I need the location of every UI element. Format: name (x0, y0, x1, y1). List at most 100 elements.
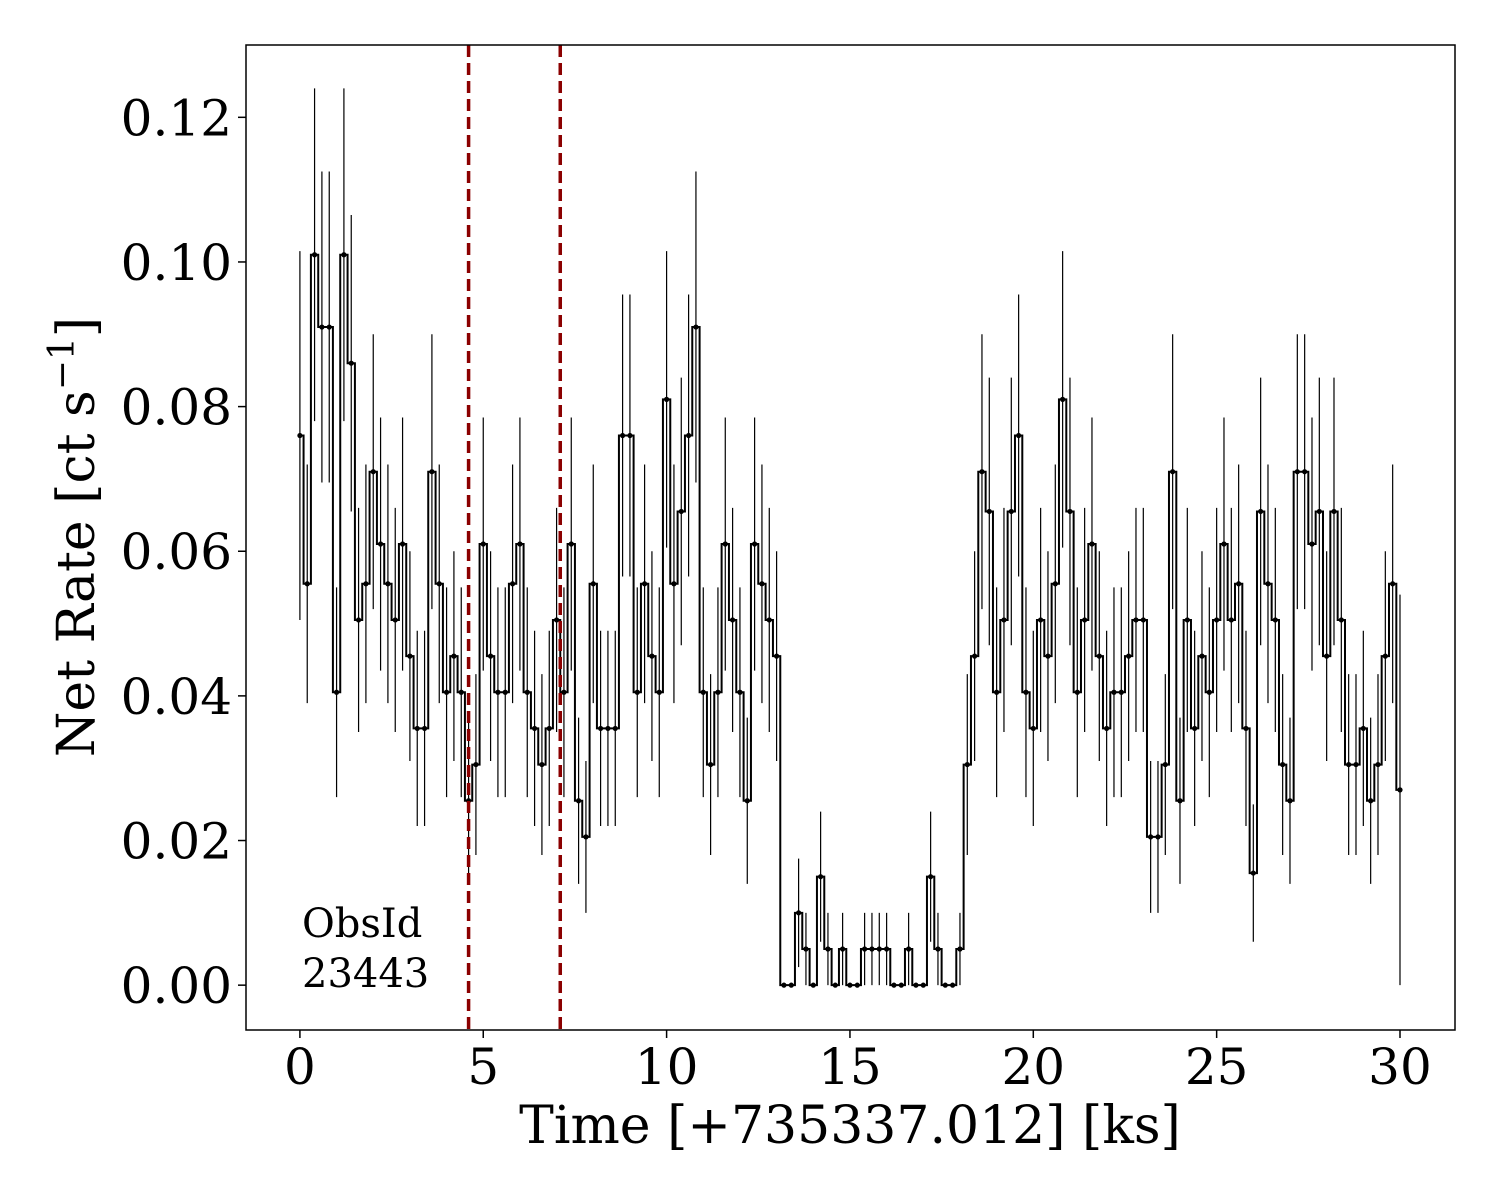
data-point (319, 324, 325, 330)
data-point (597, 725, 604, 732)
data-point (664, 396, 670, 402)
data-point (421, 725, 428, 732)
data-point (1258, 508, 1264, 515)
data-point (781, 982, 787, 988)
data-point (1265, 581, 1271, 587)
y-tick-label: 0.08 (121, 379, 232, 437)
data-point (686, 432, 692, 439)
x-tick-label: 25 (1185, 1038, 1249, 1096)
data-point (627, 432, 633, 439)
data-point (832, 982, 838, 988)
y-tick-label: 0.04 (121, 668, 232, 726)
data-point (634, 689, 640, 695)
data-point (759, 581, 765, 587)
data-point (458, 689, 464, 695)
obsid-annotation-line1: ObsId (302, 901, 422, 947)
data-point (700, 689, 706, 695)
data-point (1243, 725, 1249, 732)
data-point (1089, 541, 1095, 547)
data-point (744, 798, 750, 804)
data-point (1067, 508, 1073, 515)
data-point (935, 946, 941, 952)
data-point (363, 581, 369, 587)
data-point (377, 541, 384, 547)
data-point (348, 360, 354, 366)
data-point (788, 982, 794, 988)
data-point (443, 689, 450, 695)
data-point (407, 653, 413, 659)
data-point (649, 653, 655, 659)
data-point (803, 946, 809, 952)
data-point (304, 581, 310, 587)
data-point (583, 834, 589, 840)
data-point (429, 469, 435, 475)
data-point (1199, 653, 1205, 659)
y-tick-label: 0.12 (121, 89, 232, 147)
data-point (531, 725, 538, 732)
data-point (495, 689, 501, 695)
data-point (972, 653, 978, 659)
data-point (913, 982, 919, 988)
data-point (1280, 761, 1286, 768)
data-point (906, 946, 912, 952)
data-point (1184, 617, 1190, 623)
data-point (561, 689, 567, 695)
data-point (502, 689, 508, 695)
data-point (1338, 617, 1344, 623)
data-point (1170, 469, 1176, 475)
data-point (1023, 689, 1029, 695)
data-point (1375, 761, 1381, 768)
data-point (1177, 798, 1183, 804)
data-point (1287, 798, 1293, 804)
data-point (928, 874, 934, 880)
data-point (840, 946, 846, 952)
data-point (1236, 581, 1242, 587)
data-point (575, 798, 582, 804)
y-axis-label-close: ] (47, 317, 107, 337)
y-axis-label-main: Net Rate [ct s (47, 390, 107, 757)
data-point (487, 653, 494, 659)
data-point (1133, 617, 1139, 623)
data-point (1082, 617, 1088, 623)
data-point (414, 725, 420, 732)
data-point (619, 432, 626, 439)
data-point (1140, 617, 1146, 623)
data-point (752, 541, 758, 547)
data-point (964, 761, 970, 768)
data-point (722, 541, 728, 547)
data-point (884, 946, 890, 952)
y-tick-label: 0.10 (121, 234, 232, 292)
data-point (341, 252, 347, 258)
data-point (1192, 725, 1198, 732)
data-point (1324, 653, 1330, 659)
y-axis-label: Net Rate [ct s−1] (42, 317, 108, 757)
data-point (678, 508, 684, 515)
data-point (891, 982, 897, 988)
data-point (1294, 469, 1300, 475)
data-point (451, 653, 457, 659)
data-point (715, 689, 721, 695)
data-point (766, 617, 772, 623)
data-point (942, 982, 948, 988)
data-point (1001, 617, 1007, 623)
data-point (517, 541, 523, 547)
data-point (1368, 798, 1374, 804)
data-point (370, 469, 376, 475)
data-point (509, 581, 516, 587)
data-point (1045, 653, 1051, 659)
data-point (1038, 617, 1044, 623)
data-point (311, 252, 318, 258)
data-point (1096, 653, 1102, 659)
data-point (1397, 787, 1403, 793)
data-point (1353, 761, 1359, 768)
x-tick-label: 20 (1001, 1038, 1065, 1096)
data-markers (297, 252, 1403, 988)
data-point (326, 324, 332, 330)
data-point (590, 581, 596, 587)
data-point (1309, 541, 1315, 547)
data-point (553, 617, 560, 623)
data-point (1250, 870, 1256, 876)
data-point (957, 946, 963, 952)
data-point (612, 725, 618, 732)
data-point (979, 469, 985, 475)
